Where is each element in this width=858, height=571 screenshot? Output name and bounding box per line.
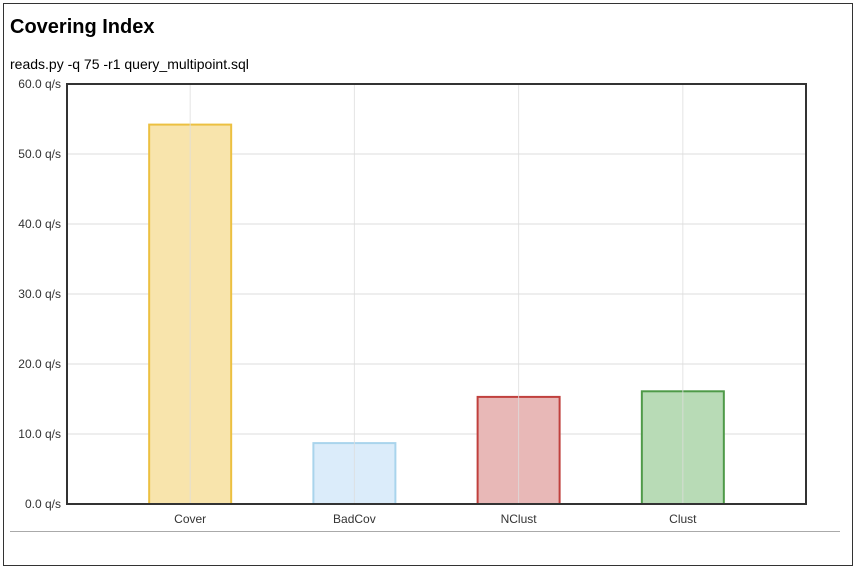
- chart-title: Covering Index: [10, 16, 155, 38]
- bars: [148, 84, 725, 506]
- y-tick-labels: 0.0 q/s 10.0 q/s 20.0 q/s 30.0 q/s 40.0 q/s 5…: [18, 77, 61, 511]
- y-tick-label: 40.0 q/s: [18, 217, 61, 231]
- x-tick-label: NClust: [501, 512, 538, 526]
- y-tick-label: 20.0 q/s: [18, 357, 61, 371]
- x-tick-label: Cover: [174, 512, 206, 526]
- y-tick-label: 30.0 q/s: [18, 287, 61, 301]
- y-tick-label: 10.0 q/s: [18, 427, 61, 441]
- y-tick-label: 0.0 q/s: [25, 497, 61, 511]
- y-tick-label: 60.0 q/s: [18, 77, 61, 91]
- x-tick-label: Clust: [669, 512, 697, 526]
- x-tick-labels: Cover BadCov NClust Clust: [174, 512, 697, 526]
- y-tick-label: 50.0 q/s: [18, 147, 61, 161]
- footer-divider: [10, 531, 840, 532]
- plot-area-border: [66, 83, 807, 505]
- chart-subtitle: reads.py -q 75 -r1 query_multipoint.sql: [10, 56, 249, 72]
- x-tick-label: BadCov: [333, 512, 376, 526]
